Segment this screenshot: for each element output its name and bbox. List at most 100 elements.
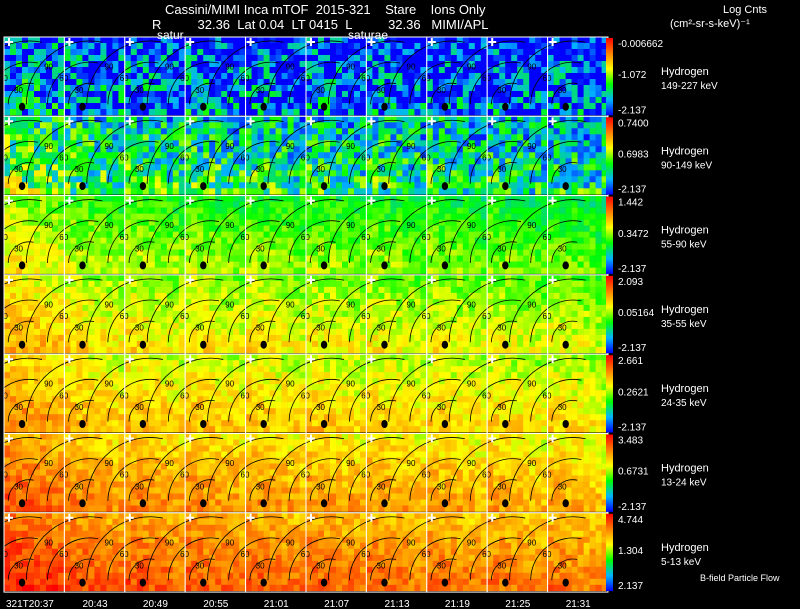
heatmap-cell (299, 195, 306, 202)
heatmap-cell (52, 37, 59, 44)
heatmap-cell (100, 152, 107, 159)
heatmap-cell (312, 316, 319, 324)
heatmap-cell (100, 231, 107, 238)
contour-line (0, 299, 38, 313)
heatmap-cell (306, 103, 313, 110)
heatmap-cell (360, 213, 367, 220)
heatmap-cell (112, 267, 119, 274)
heatmap-cell (227, 152, 234, 159)
heatmap-cell (402, 116, 409, 123)
heatmap-cell (4, 255, 11, 262)
heatmap-cell (28, 310, 35, 318)
heatmap-cell (354, 261, 361, 268)
heatmap-cell (10, 116, 17, 123)
heatmap-cell (474, 219, 482, 226)
heatmap-cell (426, 207, 434, 214)
heatmap-cell (493, 213, 500, 220)
heatmap-cell (22, 225, 29, 232)
heatmap-cell (396, 128, 403, 135)
heatmap-cell (4, 201, 11, 208)
heatmap-cell (281, 73, 288, 80)
heatmap-cell (366, 55, 373, 62)
heatmap-cell (342, 164, 349, 171)
heatmap-cell (185, 286, 192, 294)
heatmap-cell (257, 140, 264, 147)
heatmap-cell (299, 219, 306, 226)
heatmap-cell (16, 316, 23, 324)
heatmap-cell (589, 267, 596, 274)
heatmap-cell (324, 249, 331, 256)
heatmap-cell (342, 61, 349, 68)
heatmap-cell (4, 55, 11, 62)
heatmap-cell (245, 67, 252, 74)
heatmap-cell (523, 37, 530, 44)
heatmap-cell (46, 67, 53, 74)
heatmap-cell (106, 91, 113, 98)
heatmap-cell (474, 67, 482, 74)
heatmap-cell (22, 243, 29, 250)
heatmap-cell (221, 116, 228, 123)
heatmap-cell (4, 328, 11, 336)
heatmap-cell (118, 61, 125, 68)
heatmap-cell (444, 49, 452, 56)
heatmap-cell (94, 346, 101, 354)
heatmap-cell (281, 249, 288, 256)
heatmap-cell (185, 49, 192, 56)
heatmap-cell (360, 170, 367, 177)
heatmap-cell (215, 286, 222, 294)
heatmap-cell (245, 292, 252, 300)
heatmap-cell (541, 207, 548, 214)
heatmap-cell (215, 122, 222, 129)
heatmap-cell (324, 55, 331, 62)
heatmap-cell (480, 182, 488, 189)
heatmap-cell (118, 134, 125, 141)
heatmap-cell (571, 225, 578, 232)
heatmap-cell (58, 334, 65, 342)
heatmap-cell (342, 85, 349, 92)
heatmap-cell (118, 243, 125, 250)
heatmap-cell (396, 43, 403, 50)
heatmap-cell (601, 170, 608, 177)
heatmap-cell (372, 176, 379, 183)
heatmap-cell (40, 292, 47, 300)
heatmap-cell (148, 292, 156, 300)
contour-label: 90 (165, 221, 174, 230)
heatmap-cell (191, 116, 198, 123)
heatmap-cell (172, 49, 180, 56)
heatmap-cell (221, 134, 228, 141)
heatmap-cell (263, 207, 270, 214)
heatmap-cell (529, 128, 536, 135)
heatmap-cell (112, 43, 119, 50)
heatmap-cell (281, 346, 288, 354)
heatmap-cell (456, 231, 464, 238)
heatmap-cell (185, 116, 192, 123)
heatmap-cell (178, 176, 186, 183)
heatmap-cell (366, 243, 373, 250)
heatmap-cell (312, 201, 319, 208)
heatmap-cell (505, 195, 512, 202)
heatmap-cell (172, 231, 180, 238)
heatmap-cell (10, 103, 17, 110)
heatmap-cell (378, 176, 385, 183)
heatmap-cell (28, 292, 35, 300)
heatmap-cell (499, 116, 506, 123)
heatmap-cell (64, 164, 71, 171)
heatmap-cell (523, 243, 530, 250)
heatmap-cell (106, 170, 113, 177)
heatmap-cell (203, 225, 210, 232)
heatmap-cell (318, 243, 325, 250)
heatmap-cell (420, 237, 427, 244)
heatmap-cell (493, 249, 500, 256)
heatmap-cell (589, 243, 596, 250)
heatmap-cell (480, 188, 488, 195)
heatmap-cell (330, 37, 337, 44)
heatmap-cell (136, 219, 144, 226)
heatmap-cell (172, 152, 180, 159)
heatmap-cell (142, 316, 150, 324)
heatmap-cell (330, 328, 337, 336)
heatmap-cell (390, 213, 397, 220)
heatmap-cell (191, 61, 198, 68)
heatmap-cell (28, 231, 35, 238)
